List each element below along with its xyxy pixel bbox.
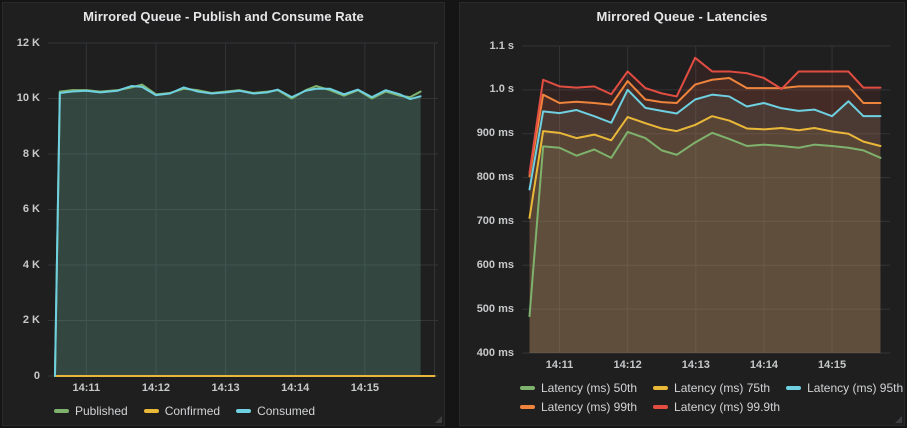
y-axis-label: 6 K (22, 203, 40, 215)
y-axis-label: 700 ms (476, 214, 514, 227)
y-axis-label: 4 K (22, 258, 40, 271)
y-axis-label: 600 ms (476, 258, 514, 271)
legend-label: Latency (ms) 99th (541, 400, 638, 414)
series-line (528, 77, 882, 178)
legend-item-confirmed[interactable]: Confirmed (143, 404, 221, 418)
legend-swatch-icon (143, 409, 159, 413)
x-axis-label: 14:12 (141, 382, 171, 394)
series-area (54, 86, 421, 376)
legend-item-consumed[interactable]: Consumed (236, 404, 315, 418)
publish-consume-chart: 12 K 10 K 8 K 6 K 4 K 2 K 0 14:11 14:12 14:13 14:1… (3, 3, 444, 425)
x-axis-label: 14:14 (749, 359, 778, 371)
y-axis-label: 400 ms (476, 346, 514, 359)
legend-item-latency-ms-99th[interactable]: Latency (ms) 99th (520, 400, 637, 414)
y-axis-label: 8 K (22, 147, 40, 160)
legend-label: Latency (ms) 75th (674, 381, 771, 395)
publish-consume-legend: Published Confirmed Consumed (54, 404, 315, 418)
legend-item-latency-ms-99.9th[interactable]: Latency (ms) 99.9th (653, 400, 780, 414)
legend-swatch-icon (653, 405, 669, 409)
y-axis-label: 2 K (22, 314, 40, 326)
y-axis-label: 10 K (16, 92, 40, 104)
legend-label: Latency (ms) 50th (541, 381, 638, 395)
x-axis-label: 14:14 (281, 382, 310, 394)
legend-label: Confirmed (164, 404, 221, 418)
legend-item-latency-ms-50th[interactable]: Latency (ms) 50th (520, 381, 637, 395)
y-axis-label: 1.1 s (489, 39, 514, 52)
y-axis-label: 1.0 s (489, 83, 514, 96)
panel-resize-handle[interactable] (895, 416, 902, 423)
x-axis-label: 14:11 (72, 382, 101, 394)
y-axis-label: 800 ms (476, 171, 514, 184)
series-line (528, 88, 882, 191)
legend-swatch-icon (520, 386, 535, 390)
legend-row: Latency (ms) 50th Latency (ms) 75th Latenc… (520, 381, 903, 395)
x-axis-label: 14:15 (350, 382, 379, 394)
series-area (529, 89, 881, 354)
panel-latencies: Mirrored Queue - Latencies 1.1 s 1.0 s 900… (459, 2, 905, 426)
series-line (528, 56, 882, 175)
x-axis-label: 14:12 (613, 359, 642, 371)
legend-swatch-icon (236, 409, 252, 413)
chart-canvas[interactable] (522, 45, 890, 354)
legend-item-latency-ms-95th[interactable]: Latency (ms) 95th (786, 381, 903, 395)
legend-row: Published Confirmed Consumed (54, 404, 315, 418)
panel-publish-consume-rate: Mirrored Queue - Publish and Consume Rat… (2, 2, 445, 426)
legend-swatch-icon (520, 405, 535, 409)
panel-title[interactable]: Mirrored Queue - Publish and Consume Rat… (83, 9, 364, 24)
y-axis-label: 12 K (16, 36, 40, 49)
series-line (528, 130, 882, 318)
y-axis-label: 500 ms (476, 302, 514, 315)
series-line (528, 115, 882, 219)
panel-title[interactable]: Mirrored Queue - Latencies (596, 9, 768, 24)
series-area (529, 116, 881, 353)
legend-item-latency-ms-75th[interactable]: Latency (ms) 75th (653, 381, 770, 395)
legend-swatch-icon (54, 409, 69, 413)
y-axis-label: 900 ms (476, 127, 514, 140)
chart-canvas[interactable] (48, 42, 438, 377)
legend-label: Published (75, 404, 128, 418)
x-axis-label: 14:13 (211, 382, 240, 394)
legend-label: Consumed (257, 404, 316, 418)
legend-label: Latency (ms) 99.9th (674, 400, 781, 414)
x-axis-label: 14:13 (681, 359, 710, 371)
latencies-chart: 1.1 s 1.0 s 900 ms 800 ms 700 ms 600 ms 500 ms… (460, 3, 904, 425)
legend-swatch-icon (653, 386, 669, 390)
latencies-legend: Latency (ms) 50th Latency (ms) 75th Latenc… (520, 381, 903, 414)
y-axis-label: 0 (33, 369, 40, 382)
legend-item-published[interactable]: Published (54, 404, 128, 418)
legend-row: Latency (ms) 99th Latency (ms) 99.9th (520, 400, 903, 414)
x-axis-label: 14:11 (545, 359, 574, 371)
panel-resize-handle[interactable] (435, 416, 442, 423)
series-area (529, 131, 881, 353)
series-area (54, 84, 421, 376)
series-line (53, 85, 422, 377)
legend-label: Latency (ms) 95th (807, 381, 904, 395)
legend-swatch-icon (786, 386, 802, 390)
x-axis-label: 14:15 (817, 359, 847, 371)
